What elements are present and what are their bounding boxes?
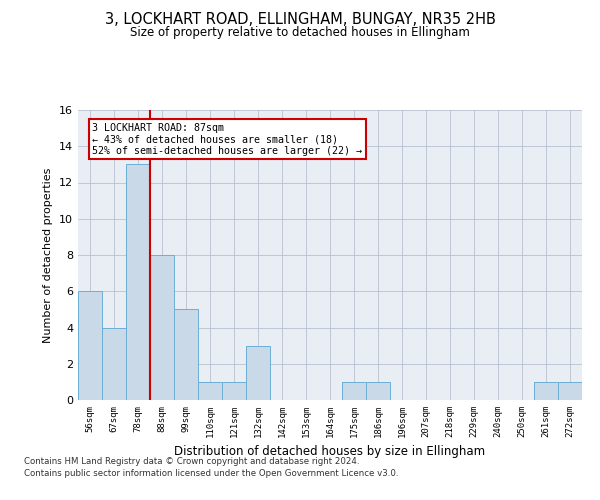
Y-axis label: Number of detached properties: Number of detached properties: [43, 168, 53, 342]
Text: 3 LOCKHART ROAD: 87sqm
← 43% of detached houses are smaller (18)
52% of semi-det: 3 LOCKHART ROAD: 87sqm ← 43% of detached…: [92, 122, 362, 156]
Bar: [126, 164, 150, 400]
Bar: [174, 310, 198, 400]
Bar: [78, 291, 102, 400]
Bar: [342, 382, 366, 400]
Bar: [366, 382, 390, 400]
Bar: [102, 328, 126, 400]
Text: Contains HM Land Registry data © Crown copyright and database right 2024.: Contains HM Land Registry data © Crown c…: [24, 458, 359, 466]
Text: Size of property relative to detached houses in Ellingham: Size of property relative to detached ho…: [130, 26, 470, 39]
Bar: [150, 255, 174, 400]
Bar: [246, 346, 270, 400]
Bar: [534, 382, 558, 400]
Bar: [558, 382, 582, 400]
Bar: [198, 382, 222, 400]
Text: 3, LOCKHART ROAD, ELLINGHAM, BUNGAY, NR35 2HB: 3, LOCKHART ROAD, ELLINGHAM, BUNGAY, NR3…: [104, 12, 496, 28]
Bar: [222, 382, 246, 400]
X-axis label: Distribution of detached houses by size in Ellingham: Distribution of detached houses by size …: [175, 446, 485, 458]
Text: Contains public sector information licensed under the Open Government Licence v3: Contains public sector information licen…: [24, 469, 398, 478]
